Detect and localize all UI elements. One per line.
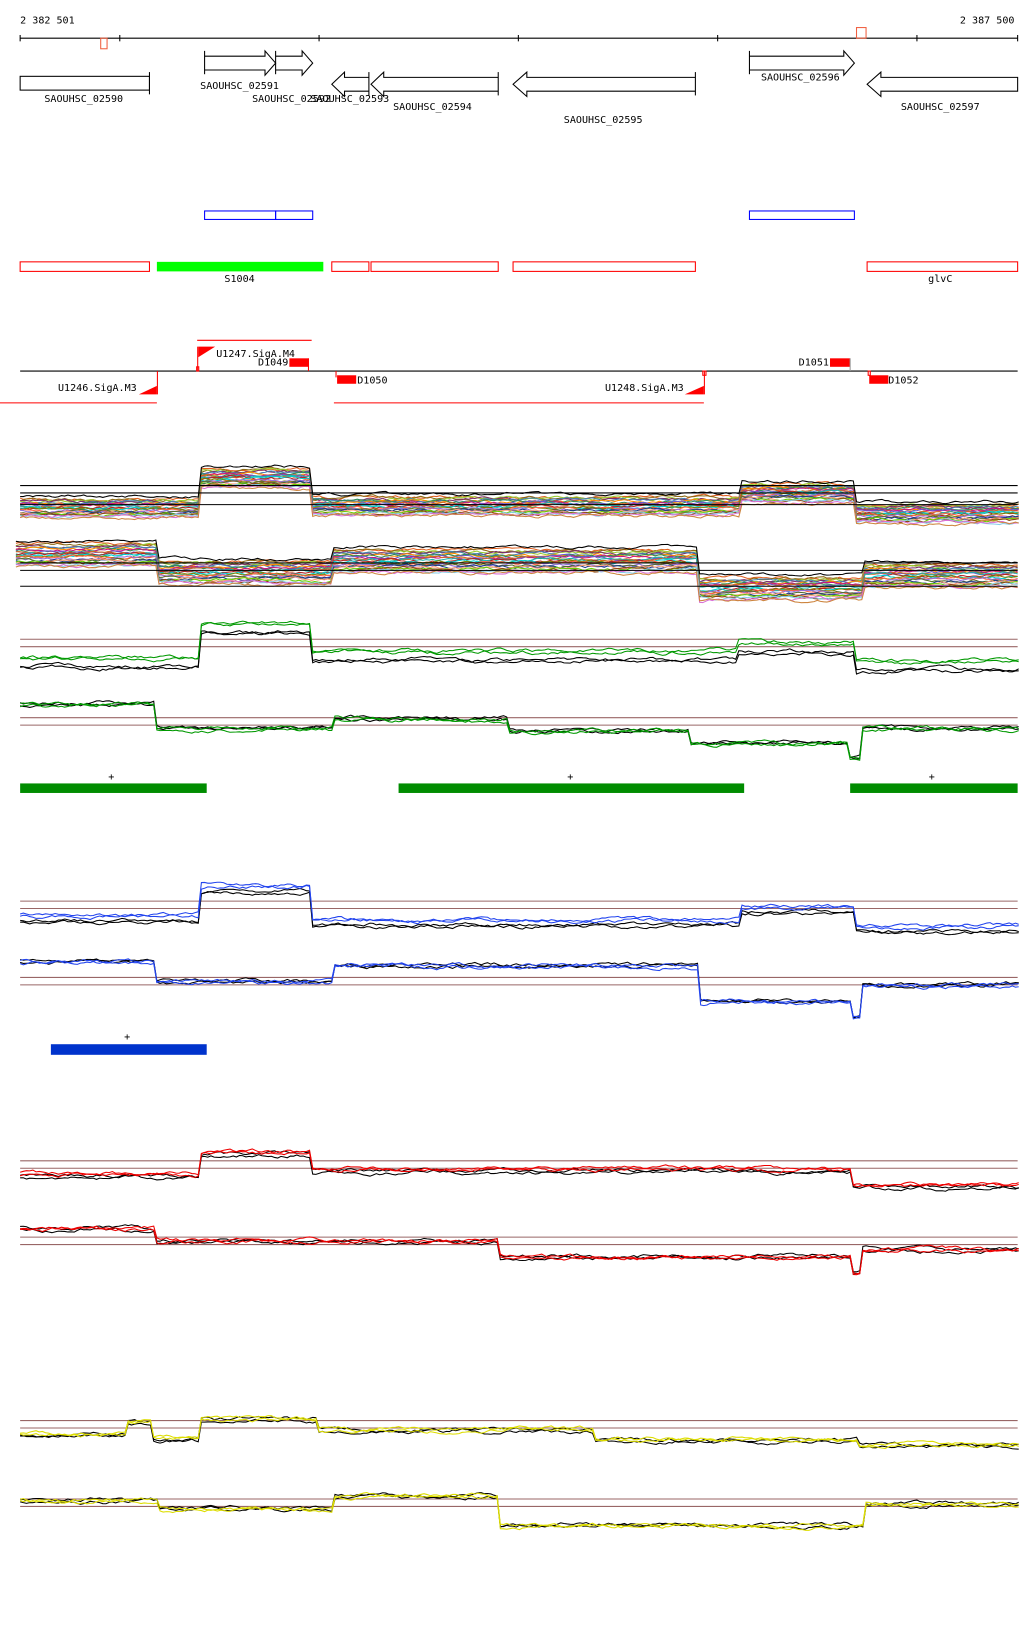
strand-mark: + (124, 1032, 130, 1043)
red-feature-glvC[interactable] (866, 261, 1019, 272)
terminator-D1049[interactable]: D1049 (258, 358, 310, 372)
promoter-label: U1247.SigA.M4 (216, 349, 295, 360)
red-feature[interactable] (370, 261, 499, 272)
promoter-U1247[interactable]: U1247.SigA.M4 (196, 346, 295, 372)
expression-trace (20, 464, 1019, 505)
gene-label: SAOUHSC_02597 (901, 102, 980, 113)
promoter-label: U1246.SigA.M3 (58, 383, 137, 394)
blue-feature-track (204, 210, 855, 220)
blue-segment-track: + (50, 1032, 207, 1055)
ruler-end-label: 2 387 500 (960, 15, 1015, 26)
gene-SAOUHSC_02596[interactable]: SAOUHSC_02596 (748, 49, 856, 84)
green-feature-S1004[interactable] (156, 261, 324, 272)
strand-mark: + (567, 772, 573, 783)
expression-trace (19, 620, 1019, 664)
green-segment[interactable] (850, 783, 1018, 793)
green-segment[interactable] (398, 783, 745, 793)
gene-SAOUHSC_02595[interactable]: SAOUHSC_02595 (512, 70, 696, 126)
expression-trace (20, 482, 1019, 524)
marker-box (100, 37, 108, 50)
expression-trace (20, 1224, 1019, 1273)
gene-label: SAOUHSC_02590 (44, 94, 123, 105)
expression-trace (19, 1494, 1019, 1531)
expression-trace (15, 539, 1018, 577)
expression-trace (15, 546, 1018, 586)
terminator-label: D1052 (888, 376, 918, 387)
promoter-label: U1248.SigA.M3 (605, 383, 684, 394)
expression-trace (19, 884, 1019, 931)
expression-trace (20, 622, 1019, 665)
red-feature[interactable] (19, 261, 150, 272)
coordinate-ruler: 2 382 501 2 387 500 (19, 15, 1019, 50)
expression-trace (20, 480, 1019, 521)
gene-label: SAOUHSC_02592 (252, 94, 331, 105)
gene-label: SAOUHSC_02591 (200, 81, 279, 92)
gene-SAOUHSC_02593[interactable]: SAOUHSC_02593 (310, 70, 389, 105)
green-segment[interactable] (20, 783, 207, 793)
regulatory-track: U1247.SigA.M4 D1049 U1246.SigA.M3 D1050 … (0, 339, 1018, 404)
terminator-label: D1049 (258, 358, 288, 369)
expression-trace (19, 958, 1019, 1019)
ruler-start-label: 2 382 501 (20, 15, 75, 26)
terminator-D1051[interactable]: D1051 (799, 358, 851, 372)
expression-trace (20, 1491, 1019, 1529)
promoter-U1246[interactable]: U1246.SigA.M3 (58, 371, 158, 395)
expression-trace (20, 630, 1019, 672)
expression-trace (19, 1416, 1019, 1450)
expression-trace (15, 562, 1018, 604)
gene-track: SAOUHSC_02590 SAOUHSC_02591 SAOUHSC_0259… (19, 49, 1019, 126)
gene-label: SAOUHSC_02594 (393, 102, 472, 113)
gene-SAOUHSC_02591[interactable]: SAOUHSC_02591 (200, 49, 279, 92)
strand-mark: + (108, 772, 114, 783)
strand-mark: + (929, 772, 935, 783)
gene-SAOUHSC_02590[interactable]: SAOUHSC_02590 (19, 72, 150, 105)
expression-trace (20, 958, 1019, 1020)
expression-trace (15, 562, 1018, 604)
gene-SAOUHSC_02597[interactable]: SAOUHSC_02597 (866, 70, 1019, 113)
expression-trace (20, 887, 1019, 935)
terminator-D1050[interactable]: D1050 (335, 371, 388, 387)
annotation-track: S1004 glvC (19, 261, 1019, 285)
gene-label: SAOUHSC_02596 (761, 73, 840, 84)
blue-feature[interactable] (204, 210, 277, 220)
blue-feature[interactable] (275, 210, 314, 220)
feature-label: glvC (928, 274, 952, 285)
blue-segment[interactable] (50, 1044, 207, 1055)
red-feature[interactable] (512, 261, 696, 272)
promoter-U1248[interactable]: U1248.SigA.M3 (605, 370, 707, 395)
expression-trace (19, 1150, 1019, 1188)
expression-trace (20, 1225, 1019, 1275)
expression-trace (20, 890, 1019, 936)
expression-trace (19, 483, 1019, 526)
expression-tracks (15, 464, 1019, 1531)
terminator-D1052[interactable]: D1052 (867, 370, 919, 387)
gene-label: SAOUHSC_02595 (564, 115, 643, 126)
gene-SAOUHSC_02594[interactable]: SAOUHSC_02594 (370, 70, 499, 113)
green-segment-track: + + + (20, 772, 1018, 793)
red-feature[interactable] (331, 261, 370, 272)
terminator-label: D1050 (357, 376, 387, 387)
gene-label: SAOUHSC_02593 (310, 94, 389, 105)
blue-feature[interactable] (748, 210, 855, 220)
expression-trace (20, 958, 1019, 1019)
feature-label: S1004 (224, 274, 254, 285)
marker-box (855, 27, 867, 39)
expression-trace (15, 554, 1018, 595)
expression-trace (20, 1225, 1019, 1276)
expression-trace (19, 485, 1019, 527)
expression-trace (19, 960, 1019, 1017)
terminator-label: D1051 (799, 358, 829, 369)
gene-SAOUHSC_02592[interactable]: SAOUHSC_02592 (252, 49, 331, 105)
expression-trace (20, 630, 1019, 675)
expression-trace (19, 701, 1019, 761)
